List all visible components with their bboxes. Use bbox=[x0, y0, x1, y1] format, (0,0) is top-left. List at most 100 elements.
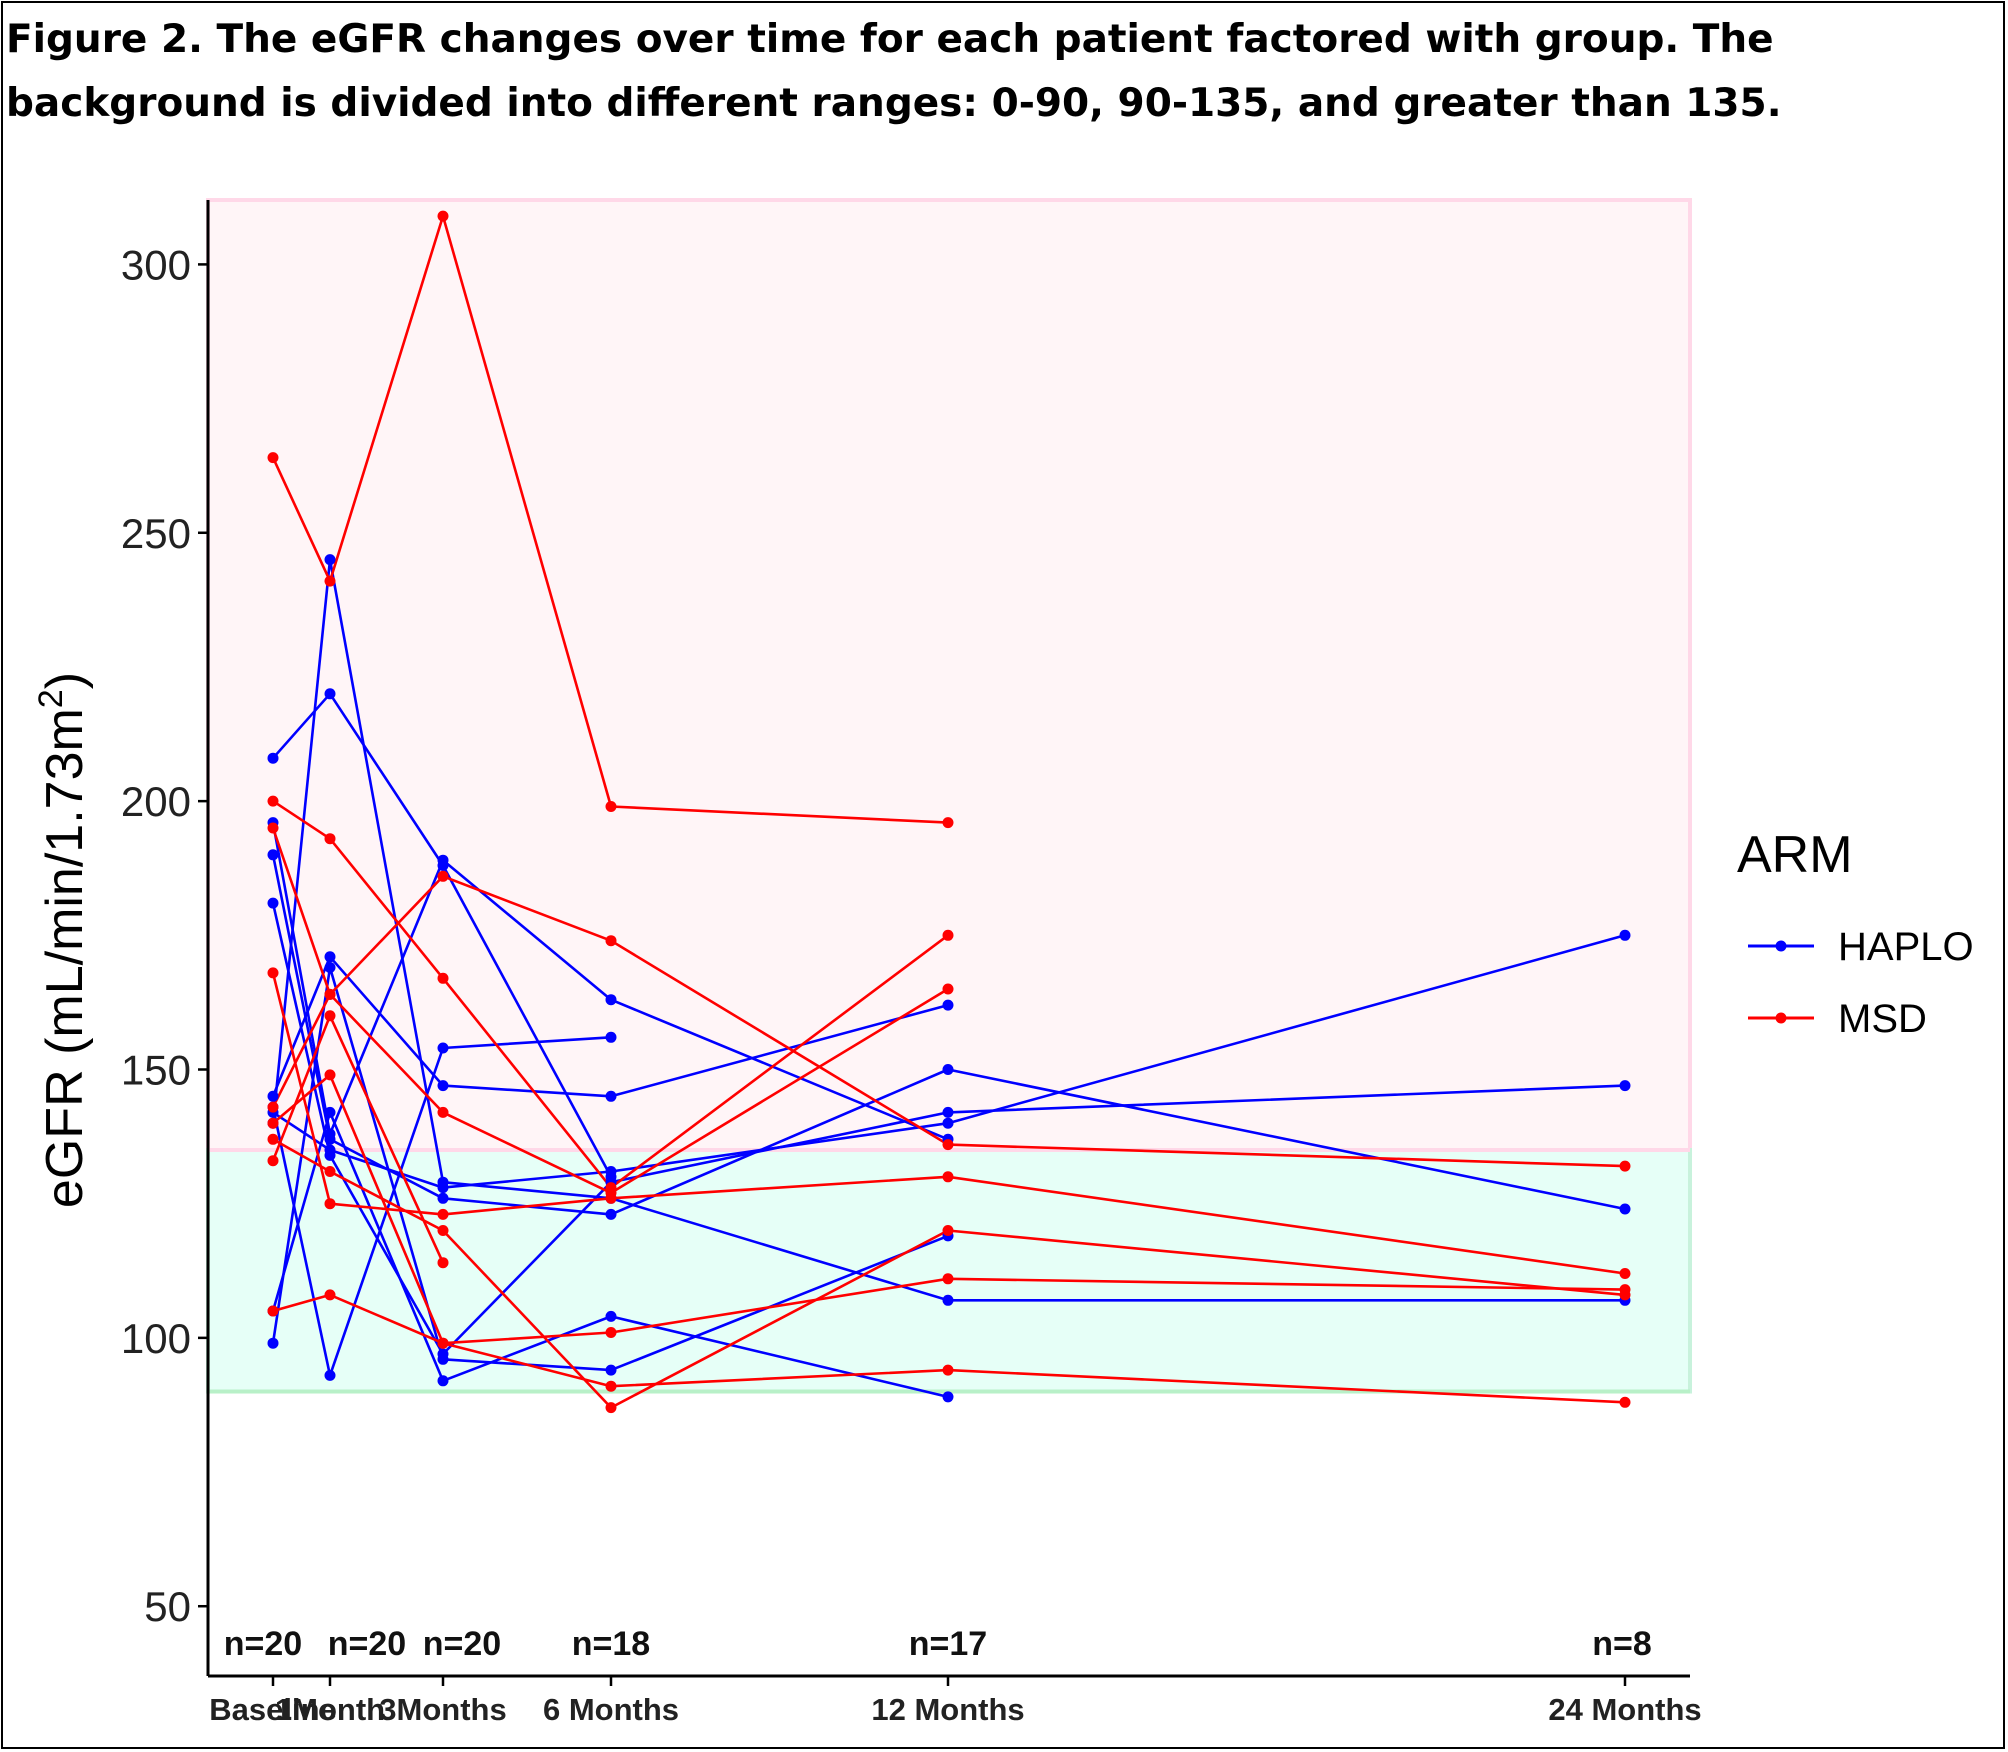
data-point-msd-13-0 bbox=[267, 967, 279, 979]
data-point-haplo-5-3 bbox=[605, 1166, 617, 1177]
data-point-haplo-7-3 bbox=[605, 1310, 617, 1322]
data-point-msd-13-2 bbox=[437, 1208, 449, 1220]
data-point-msd-14-4 bbox=[942, 1139, 954, 1151]
data-point-haplo-0-1 bbox=[324, 688, 336, 700]
data-point-msd-13-5 bbox=[1619, 1268, 1631, 1279]
data-point-msd-10-1 bbox=[324, 575, 336, 587]
data-point-msd-17-1 bbox=[324, 1289, 336, 1301]
x-tick-label: 1Month bbox=[275, 1692, 385, 1727]
data-point-haplo-4-0 bbox=[267, 1090, 279, 1102]
data-point-haplo-3-4 bbox=[942, 1106, 954, 1118]
y-tick-label: 50 bbox=[144, 1583, 191, 1630]
y-axis-title-superscript: 2 bbox=[32, 689, 70, 708]
data-point-msd-13-3 bbox=[605, 1192, 617, 1204]
data-point-msd-14-1 bbox=[324, 988, 336, 1000]
series-line-haplo-0 bbox=[272, 692, 613, 1178]
data-point-msd-10-4 bbox=[942, 817, 954, 829]
data-point-haplo-7-4 bbox=[942, 1391, 954, 1403]
data-point-msd-12-2 bbox=[437, 1106, 449, 1118]
data-point-haplo-9-1 bbox=[324, 1369, 336, 1381]
series-line-msd-16 bbox=[272, 1138, 1626, 1409]
legend-key-dot-msd bbox=[1775, 1012, 1787, 1024]
data-point-haplo-4-4 bbox=[942, 999, 954, 1011]
figure-caption: Figure 2. The eGFR changes over time for… bbox=[6, 17, 1782, 126]
data-point-haplo-1-3 bbox=[605, 994, 617, 1006]
series-line-msd-15 bbox=[272, 1073, 1626, 1404]
data-point-haplo-2-2 bbox=[437, 1192, 449, 1204]
x-tick-label: Baseline bbox=[209, 1692, 337, 1727]
data-point-msd-14-0 bbox=[267, 1101, 279, 1113]
data-point-haplo-3-0 bbox=[267, 897, 279, 909]
data-point-haplo-4-3 bbox=[605, 1090, 617, 1102]
data-point-msd-13-4 bbox=[942, 1171, 954, 1183]
data-point-haplo-2-5 bbox=[1619, 1203, 1631, 1215]
data-point-haplo-6-1 bbox=[324, 554, 336, 566]
data-point-haplo-6-2 bbox=[437, 1176, 449, 1188]
data-point-msd-14-5 bbox=[1619, 1160, 1631, 1172]
data-point-haplo-5-5 bbox=[1619, 929, 1631, 941]
data-point-haplo-1-2 bbox=[437, 854, 449, 866]
data-point-msd-16-1 bbox=[324, 1166, 336, 1177]
n-label: n=20 bbox=[328, 1625, 406, 1663]
data-point-msd-11-4 bbox=[942, 929, 954, 941]
data-point-haplo-8-3 bbox=[605, 1364, 617, 1376]
data-point-msd-18-0 bbox=[267, 1155, 279, 1167]
y-axis-title: eGFR (mL/min/1.73m2) bbox=[32, 672, 94, 1208]
n-label: n=20 bbox=[224, 1625, 302, 1663]
data-point-msd-16-0 bbox=[267, 1133, 279, 1145]
n-label: n=20 bbox=[423, 1625, 501, 1663]
data-point-msd-12-4 bbox=[942, 983, 954, 995]
x-tick-label: 3Months bbox=[379, 1692, 506, 1727]
data-point-msd-17-3 bbox=[605, 1327, 617, 1338]
data-point-msd-11-2 bbox=[437, 972, 449, 984]
legend-title: ARM bbox=[1737, 826, 1853, 884]
data-point-msd-14-2 bbox=[437, 870, 449, 882]
data-point-msd-17-4 bbox=[942, 1273, 954, 1285]
data-point-haplo-9-2 bbox=[437, 1042, 449, 1054]
data-point-haplo-5-1 bbox=[324, 1144, 336, 1156]
data-point-msd-16-2 bbox=[437, 1225, 449, 1236]
data-point-msd-16-3 bbox=[605, 1402, 617, 1414]
n-label: n=17 bbox=[909, 1625, 987, 1663]
data-point-haplo-3-5 bbox=[1619, 1080, 1631, 1092]
data-point-haplo-0-0 bbox=[267, 752, 279, 764]
data-point-haplo-6-4 bbox=[942, 1294, 954, 1306]
legend-label-msd: MSD bbox=[1838, 997, 1927, 1041]
data-point-msd-15-5 bbox=[1619, 1396, 1631, 1408]
data-point-haplo-7-2 bbox=[437, 1375, 449, 1387]
data-point-haplo-7-1 bbox=[324, 1106, 336, 1118]
data-point-msd-16-4 bbox=[942, 1225, 954, 1236]
legend-label-haplo: HAPLO bbox=[1838, 925, 1974, 969]
data-point-msd-11-0 bbox=[267, 795, 279, 807]
n-label: n=8 bbox=[1592, 1625, 1652, 1663]
data-point-haplo-2-3 bbox=[605, 1208, 617, 1220]
data-point-msd-15-3 bbox=[605, 1380, 617, 1392]
data-point-msd-13-1 bbox=[324, 1198, 336, 1210]
data-point-msd-10-2 bbox=[437, 210, 449, 222]
data-point-msd-17-5 bbox=[1619, 1284, 1631, 1296]
data-point-haplo-4-2 bbox=[437, 1080, 449, 1092]
series-line-haplo-6 bbox=[271, 558, 1625, 1302]
data-point-haplo-2-4 bbox=[942, 1064, 954, 1075]
y-axis-title-close: ) bbox=[36, 672, 94, 689]
data-point-msd-11-1 bbox=[324, 833, 336, 845]
y-axis-title-main: eGFR (mL/min/1.73m bbox=[36, 708, 94, 1208]
data-point-haplo-8-2 bbox=[437, 1353, 449, 1365]
data-point-msd-15-1 bbox=[324, 1069, 336, 1081]
data-point-haplo-9-3 bbox=[605, 1031, 617, 1043]
data-point-msd-18-2 bbox=[437, 1257, 449, 1269]
legend-key-dot-haplo bbox=[1775, 940, 1787, 952]
y-tick-label: 100 bbox=[121, 1315, 191, 1362]
data-point-haplo-5-4 bbox=[942, 1117, 954, 1129]
n-label: n=18 bbox=[572, 1625, 650, 1663]
data-point-msd-17-2 bbox=[437, 1337, 449, 1349]
series-line-msd-14 bbox=[271, 875, 1626, 1168]
data-point-msd-15-4 bbox=[942, 1364, 954, 1376]
background-band-0 bbox=[208, 1150, 1690, 1392]
series-line-msd-17 bbox=[272, 1277, 1626, 1345]
data-point-haplo-8-0 bbox=[267, 1337, 279, 1349]
data-point-haplo-2-0 bbox=[267, 849, 279, 861]
data-point-msd-12-0 bbox=[267, 822, 279, 834]
data-point-haplo-8-1 bbox=[324, 962, 336, 973]
